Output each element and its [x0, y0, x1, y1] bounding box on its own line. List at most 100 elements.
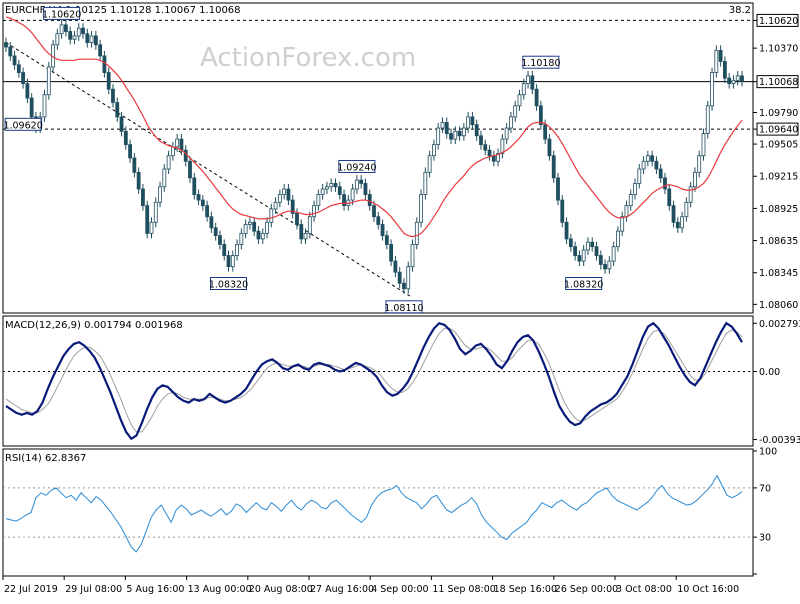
candle-body	[684, 201, 689, 218]
candle-body	[213, 227, 218, 236]
trendline-line	[5, 42, 413, 299]
price-y-tick-label: 1.09215	[759, 172, 798, 183]
candle-body	[299, 224, 304, 240]
candle-body	[372, 205, 376, 218]
candle-body	[517, 94, 522, 107]
macd-y-tick-label: 0.002793	[759, 319, 800, 330]
candle-body	[235, 244, 239, 256]
trendline	[5, 42, 413, 299]
candle-body	[123, 130, 128, 146]
rsi-y-tick-label: 70	[759, 483, 771, 494]
candle-body	[136, 171, 141, 190]
candle-body	[286, 188, 291, 201]
candle-body	[46, 66, 51, 96]
candle-body	[106, 72, 111, 90]
candle-body	[538, 105, 543, 126]
candle-body	[89, 35, 94, 43]
x-tick-label: 3 Oct 08:00	[616, 584, 672, 595]
candle-body	[21, 72, 26, 85]
candle-body	[414, 221, 419, 245]
candle-body	[205, 205, 210, 218]
candle-body	[149, 221, 154, 234]
candle-body	[98, 44, 103, 57]
candle-body	[530, 75, 535, 90]
moving-average-line	[5, 16, 743, 238]
candle-body	[350, 188, 355, 201]
symbol-header: EURCHF,H4 1.10125 1.10128 1.10067 1.1006…	[5, 5, 241, 16]
candle-body	[102, 55, 107, 73]
rsi-levels	[3, 487, 753, 538]
candle-body	[509, 116, 513, 129]
price-annotations: 1.10620 1.09620 1.09240 1.10180 1.08320 1.081…	[3, 6, 603, 314]
candle-body	[663, 177, 667, 190]
candle-body	[500, 138, 505, 154]
candle-body	[252, 221, 257, 232]
candle-body	[166, 155, 171, 170]
candle-body	[141, 188, 145, 207]
candle-body	[307, 216, 312, 234]
top-right-value: 38.2	[729, 5, 751, 16]
candle-body	[260, 232, 265, 240]
price-y-tick-label: 1.10620	[759, 16, 798, 27]
candle-body	[170, 146, 175, 157]
candle-body	[633, 183, 637, 195]
candle-body	[697, 155, 702, 173]
candle-body	[342, 194, 346, 207]
candle-body	[701, 133, 706, 157]
price-y-tick-label: 1.08345	[759, 268, 798, 279]
candle-body	[731, 79, 736, 85]
x-tick-label: 27 Aug 16:00	[310, 584, 374, 595]
candle-body	[359, 179, 364, 184]
candle-body	[402, 282, 406, 290]
candle-body	[611, 246, 616, 262]
x-tick-label: 4 Sep 00:00	[371, 584, 428, 595]
candle-body	[457, 130, 462, 137]
candle-body	[290, 199, 295, 214]
x-tick-label: 13 Aug 00:00	[188, 584, 252, 595]
x-axis: 22 Jul 2019 29 Jul 08:00 5 Aug 16:00 13 Aug…	[2, 576, 739, 595]
candle-body	[590, 241, 595, 248]
candle-body	[256, 230, 261, 240]
candle-body	[363, 183, 368, 195]
candle-body	[59, 24, 64, 35]
candle-body	[427, 155, 432, 173]
candle-body	[282, 188, 287, 195]
candle-body	[521, 83, 526, 96]
candle-body	[222, 244, 227, 256]
candle-body	[693, 171, 697, 188]
candle-body	[320, 188, 325, 195]
candle-body	[188, 160, 192, 179]
candle-body	[718, 49, 723, 62]
annotation-label: 1.09620	[3, 120, 42, 131]
candle-body	[209, 216, 214, 229]
price-levels	[3, 19, 753, 130]
candle-body	[16, 64, 21, 73]
candle-body	[226, 255, 231, 268]
candle-body	[547, 138, 552, 157]
candle-body	[406, 266, 411, 290]
candle-body	[551, 155, 556, 179]
candle-body	[616, 230, 620, 248]
candle-body	[273, 201, 278, 210]
x-tick-label: 26 Sep 00:00	[555, 584, 618, 595]
candle-body	[128, 144, 132, 159]
candle-body	[325, 186, 329, 190]
candle-body	[620, 216, 625, 232]
candle-body	[389, 244, 394, 262]
candle-body	[432, 144, 436, 157]
rsi-y-tick-label: 100	[759, 447, 777, 458]
macd-y-tick-label: 0.00	[759, 367, 780, 378]
candle-body	[483, 144, 488, 151]
candle-body	[449, 133, 453, 140]
candle-body	[628, 194, 633, 207]
candle-body	[119, 116, 124, 132]
candle-body	[598, 255, 603, 265]
candle-body	[680, 216, 684, 229]
candle-body	[162, 168, 167, 188]
candle-body	[111, 88, 115, 103]
price-y-tick-label: 1.08635	[759, 236, 798, 247]
price-panel-frame	[2, 2, 754, 314]
candle-body	[727, 77, 732, 85]
candle-body	[568, 238, 573, 248]
